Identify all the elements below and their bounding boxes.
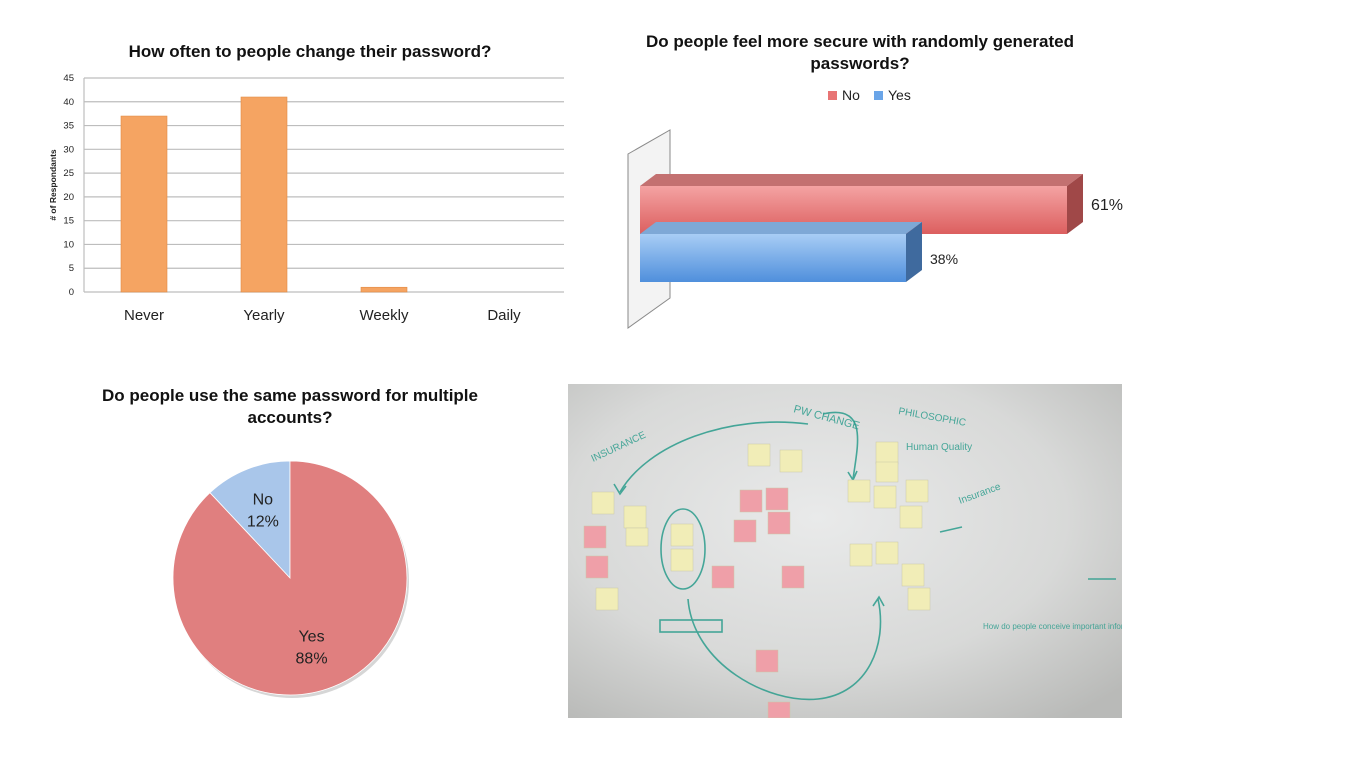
chart-title: Do people use the same password for mult…: [102, 386, 478, 427]
y-tick-label: 5: [69, 263, 74, 274]
bar: [640, 234, 906, 282]
chart-title: How often to people change their passwor…: [128, 42, 492, 61]
whiteboard-image: INSURANCE PW CHANGE PHILOSOPHIC Human Qu…: [568, 384, 1122, 718]
y-axis-label: # of Respondants: [48, 149, 58, 221]
x-tick-label: Never: [124, 307, 164, 324]
x-tick-label: Yearly: [243, 307, 285, 324]
y-tick-label: 40: [63, 97, 74, 108]
y-tick-label: 45: [63, 73, 74, 84]
password-change-frequency-chart: How often to people change their passwor…: [40, 38, 580, 338]
svg-text:Human Quality: Human Quality: [906, 442, 972, 453]
bar-top-face: [640, 222, 922, 234]
pie-slice-percent: 12%: [247, 513, 279, 530]
y-tick-label: 30: [63, 144, 74, 155]
data-label: 61%: [1091, 197, 1123, 214]
chart-title: Do people feel more secure with randomly…: [646, 32, 1074, 73]
bar-side-face: [906, 222, 922, 282]
bar-top-face: [640, 174, 1083, 186]
whiteboard-photo: INSURANCE PW CHANGE PHILOSOPHIC Human Qu…: [568, 384, 1122, 718]
legend-label: Yes: [888, 87, 911, 103]
bar: [120, 115, 168, 293]
pie-slice-label: No: [253, 491, 274, 508]
y-tick-label: 35: [63, 121, 74, 132]
bar: [360, 286, 408, 293]
pie-slice: [172, 460, 408, 696]
data-label: 38%: [930, 251, 958, 267]
svg-text:How do people conceive importa: How do people conceive important informa…: [983, 622, 1122, 631]
pie-plot: No 12% Yes 88%: [172, 460, 409, 698]
x-tick-label: Daily: [487, 307, 521, 324]
y-tick-label: 20: [63, 192, 74, 203]
legend-swatch: [828, 91, 837, 100]
horizontal-bar-plot: No Yes 61% 38%: [627, 87, 1123, 329]
legend-swatch: [874, 91, 883, 100]
y-tick-label: 25: [63, 168, 74, 179]
bar-side-face: [1067, 174, 1083, 234]
x-tick-label: Weekly: [360, 307, 409, 324]
pie-slice-percent: 88%: [296, 650, 328, 667]
password-reuse-pie-chart: Do people use the same password for mult…: [80, 384, 500, 714]
random-password-security-chart: Do people feel more secure with randomly…: [600, 30, 1140, 340]
legend-label: No: [842, 87, 860, 103]
bar: [240, 96, 288, 293]
bar-chart-plot: 0 5 10 15 20 25 30 35 40 45 # of Respondants Never Y…: [48, 73, 564, 324]
pie-slice-label: Yes: [298, 628, 324, 645]
y-tick-label: 0: [69, 287, 74, 298]
pie-slice: [209, 460, 291, 580]
y-tick-label: 10: [63, 239, 74, 250]
y-tick-label: 15: [63, 216, 74, 227]
